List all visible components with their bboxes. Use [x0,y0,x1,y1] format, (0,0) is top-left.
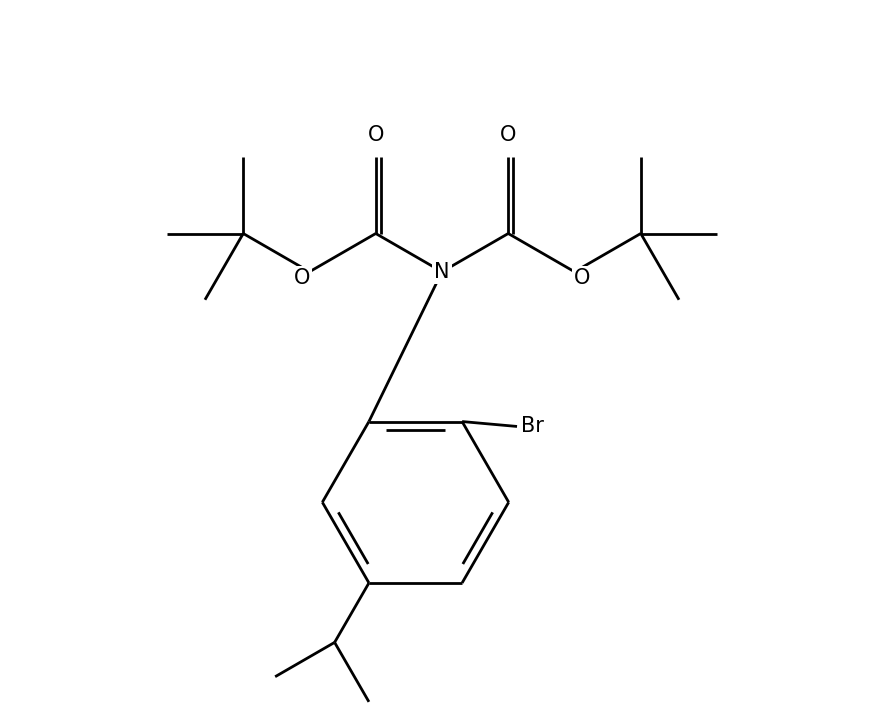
Text: O: O [500,125,516,145]
Text: N: N [434,262,450,282]
Text: Br: Br [521,416,544,437]
Text: O: O [293,268,309,288]
Text: O: O [368,125,384,145]
Text: O: O [575,268,591,288]
